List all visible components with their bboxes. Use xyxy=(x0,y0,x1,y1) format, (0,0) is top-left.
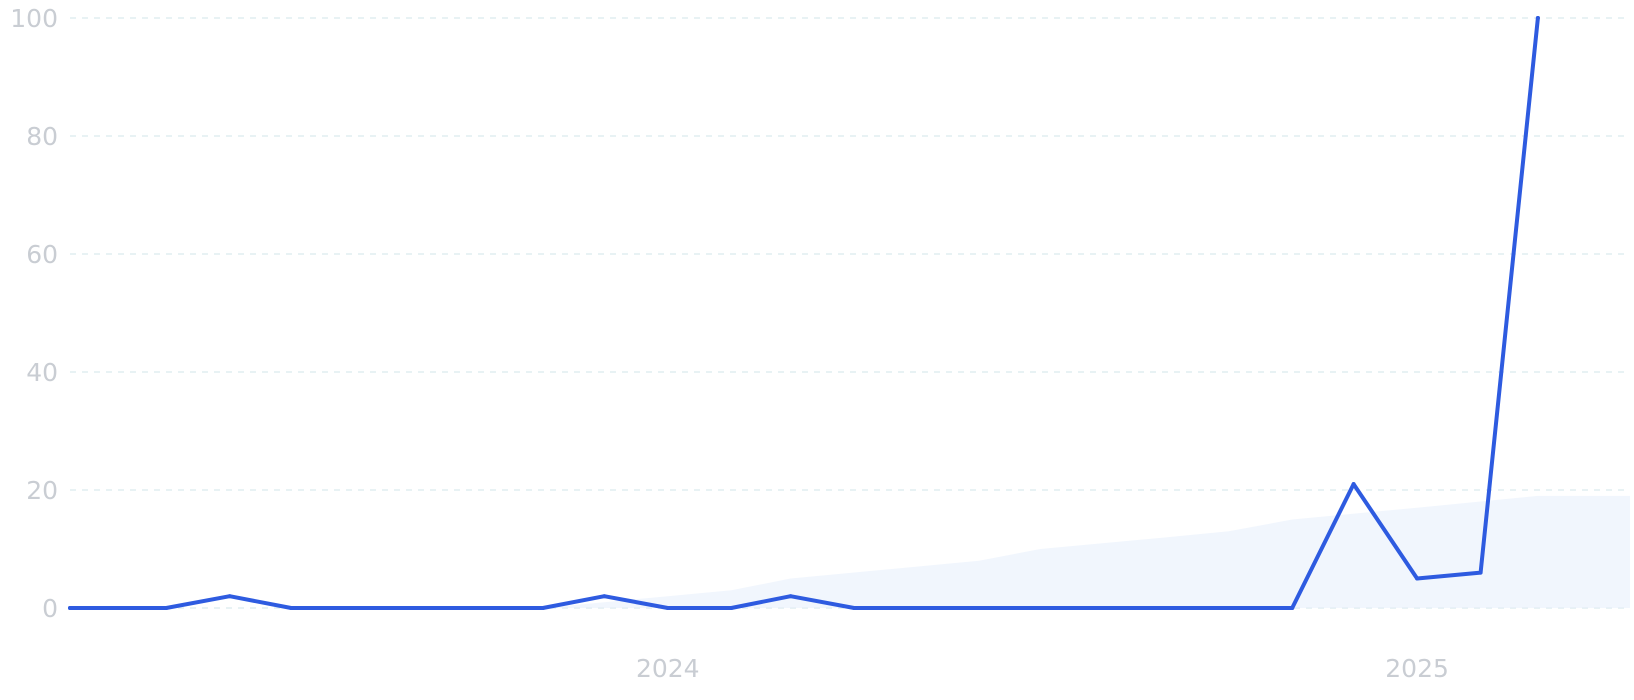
y-tick-label: 80 xyxy=(26,122,58,151)
y-tick-label: 100 xyxy=(10,4,58,33)
y-tick-label: 40 xyxy=(26,358,58,387)
trend-line xyxy=(68,16,1540,610)
data-point xyxy=(665,606,670,610)
trend-area xyxy=(542,495,1631,608)
y-tick-label: 60 xyxy=(26,240,58,269)
x-tick-label: 2024 xyxy=(636,654,700,683)
data-point xyxy=(1351,482,1356,487)
data-point xyxy=(540,606,545,610)
data-point xyxy=(68,606,72,610)
data-point xyxy=(1415,576,1420,581)
data-point xyxy=(1478,570,1483,575)
data-point xyxy=(164,606,169,610)
data-point xyxy=(602,594,607,599)
y-axis-ticks: 0 20 40 60 80 100 xyxy=(10,4,58,623)
data-point xyxy=(289,606,294,610)
y-tick-label: 0 xyxy=(42,594,58,623)
series-area xyxy=(542,495,1631,608)
x-axis-ticks: 2024 2025 xyxy=(636,654,1449,683)
data-point xyxy=(788,594,793,599)
y-tick-label: 20 xyxy=(26,476,58,505)
data-point xyxy=(1535,16,1540,20)
data-point xyxy=(852,606,857,610)
data-point xyxy=(1290,606,1295,610)
data-point xyxy=(729,606,734,610)
x-tick-label: 2025 xyxy=(1385,654,1449,683)
data-point xyxy=(227,594,232,599)
